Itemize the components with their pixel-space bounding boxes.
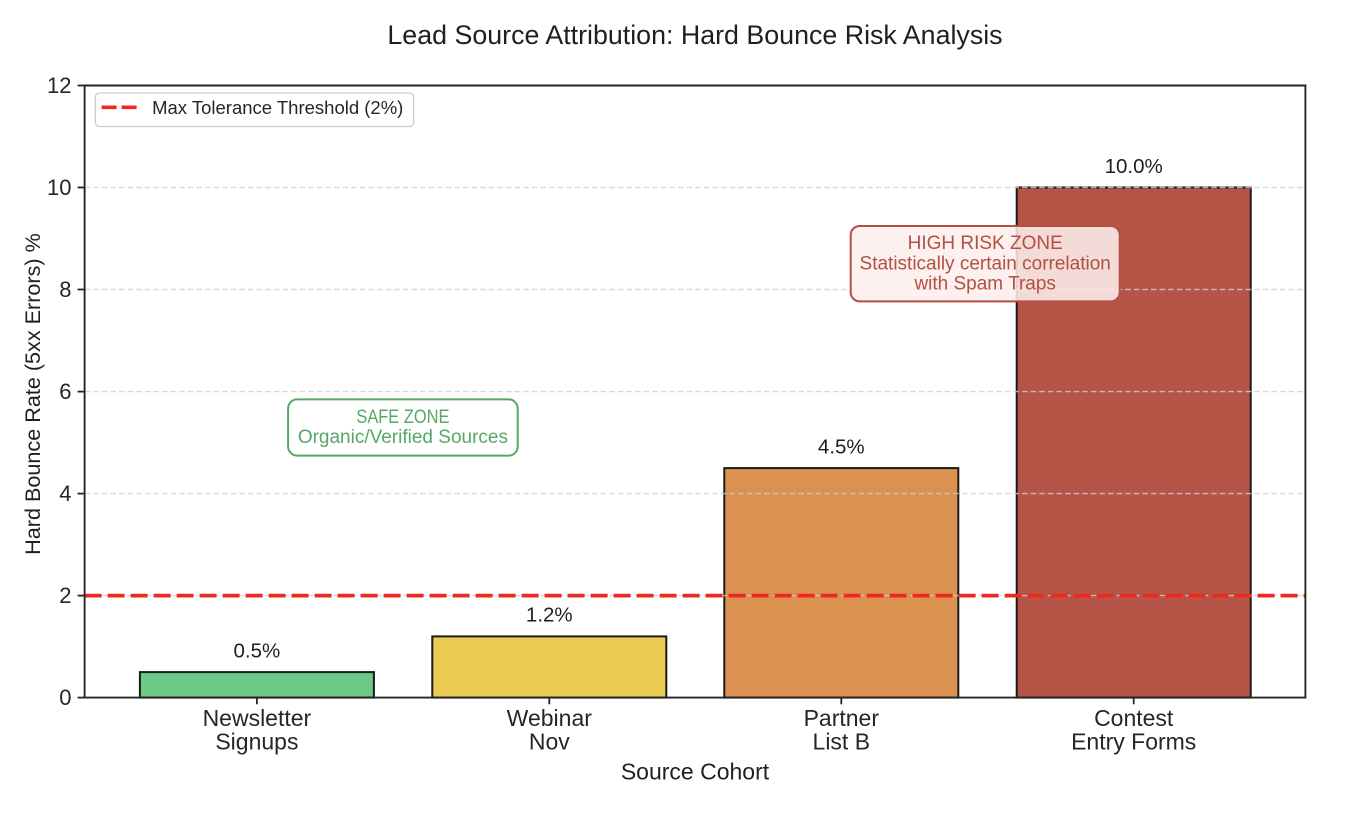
- svg-text:Contest: Contest: [1094, 705, 1174, 731]
- svg-text:Hard Bounce Rate (5xx Errors): Hard Bounce Rate (5xx Errors) %: [20, 233, 45, 555]
- svg-text:Nov: Nov: [529, 729, 570, 755]
- svg-text:Lead Source Attribution: Hard: Lead Source Attribution: Hard Bounce Ris…: [387, 20, 1002, 50]
- svg-text:Webinar: Webinar: [507, 705, 593, 731]
- svg-text:12: 12: [47, 73, 71, 98]
- svg-text:Entry Forms: Entry Forms: [1071, 729, 1196, 755]
- svg-text:Signups: Signups: [215, 729, 298, 755]
- svg-text:10: 10: [47, 175, 71, 200]
- svg-text:Source Cohort: Source Cohort: [621, 758, 770, 784]
- svg-text:2: 2: [59, 583, 71, 608]
- svg-text:4: 4: [59, 481, 71, 506]
- svg-text:0: 0: [59, 685, 71, 710]
- svg-text:4.5%: 4.5%: [818, 435, 865, 458]
- svg-text:Statistically certain correlat: Statistically certain correlation: [860, 253, 1111, 274]
- svg-text:8: 8: [59, 277, 71, 302]
- svg-text:6: 6: [59, 379, 71, 404]
- svg-text:SAFE ZONE: SAFE ZONE: [356, 407, 449, 428]
- svg-text:1.2%: 1.2%: [526, 604, 573, 627]
- svg-text:Newsletter: Newsletter: [203, 705, 312, 731]
- svg-text:List B: List B: [813, 729, 871, 755]
- svg-text:Partner: Partner: [804, 705, 880, 731]
- svg-text:with Spam Traps: with Spam Traps: [913, 274, 1056, 295]
- svg-text:Organic/Verified Sources: Organic/Verified Sources: [298, 427, 508, 448]
- svg-text:10.0%: 10.0%: [1105, 155, 1163, 178]
- svg-text:HIGH RISK ZONE: HIGH RISK ZONE: [908, 233, 1063, 254]
- svg-text:Max Tolerance Threshold (2%): Max Tolerance Threshold (2%): [152, 97, 403, 118]
- svg-text:0.5%: 0.5%: [234, 639, 281, 662]
